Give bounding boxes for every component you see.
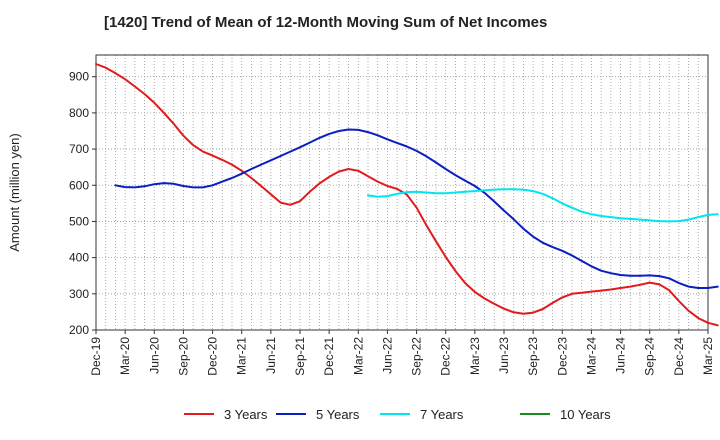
legend: 3 Years 5 Years 7 Years 10 Years [184, 407, 611, 422]
x-tick-label: Dec-19 [89, 337, 103, 376]
legend-label: 5 Years [316, 407, 360, 422]
x-tick-label: Sep-23 [526, 337, 540, 376]
series-line-7-years [367, 188, 719, 223]
x-tick-label: Dec-21 [322, 337, 336, 376]
legend-label: 7 Years [420, 407, 464, 422]
x-tick-label: Mar-23 [468, 337, 482, 375]
y-tick-label: 600 [69, 178, 89, 192]
x-tick-label: Jun-22 [380, 337, 394, 374]
y-tick-label: 900 [69, 70, 89, 84]
series-line-3-years [95, 63, 719, 327]
x-tick-label: Sep-21 [293, 337, 307, 376]
x-tick-label: Mar-24 [584, 337, 598, 375]
plot-frame [95, 54, 709, 331]
x-tick-label: Jun-23 [497, 337, 511, 374]
x-tick-label: Dec-24 [672, 337, 686, 376]
x-tick-label: Dec-22 [439, 337, 453, 376]
series-line-5-years [114, 128, 719, 289]
y-tick-label: 800 [69, 106, 89, 120]
x-tick-label: Dec-20 [206, 337, 220, 376]
y-axis-label: Amount (million yen) [7, 133, 22, 252]
y-tick-label: 500 [69, 214, 89, 228]
y-tick-label: 300 [69, 287, 89, 301]
chart-title: [1420] Trend of Mean of 12-Month Moving … [104, 14, 548, 31]
x-tick-label: Mar-21 [235, 337, 249, 375]
legend-label: 3 Years [224, 407, 268, 422]
y-tick-label: 400 [69, 251, 89, 265]
x-tick-label: Jun-21 [264, 337, 278, 374]
x-tick-label: Sep-24 [643, 337, 657, 376]
x-tick-label: Sep-20 [176, 337, 190, 376]
x-tick-label: Dec-23 [555, 337, 569, 376]
x-tick-label: Jun-20 [147, 337, 161, 374]
series-lines [95, 63, 719, 327]
x-tick-label: Sep-22 [410, 337, 424, 376]
y-tick-label: 200 [69, 323, 89, 337]
x-tick-label: Mar-20 [118, 337, 132, 375]
legend-label: 10 Years [560, 407, 611, 422]
x-tick-label: Mar-22 [351, 337, 365, 375]
axes: 200 300 400 500 600 700 800 900 Dec-19 Mar-20 Jun-… [69, 54, 715, 376]
x-tick-label: Mar-25 [701, 337, 715, 375]
y-tick-label: 700 [69, 142, 89, 156]
x-tick-label: Jun-24 [614, 337, 628, 374]
